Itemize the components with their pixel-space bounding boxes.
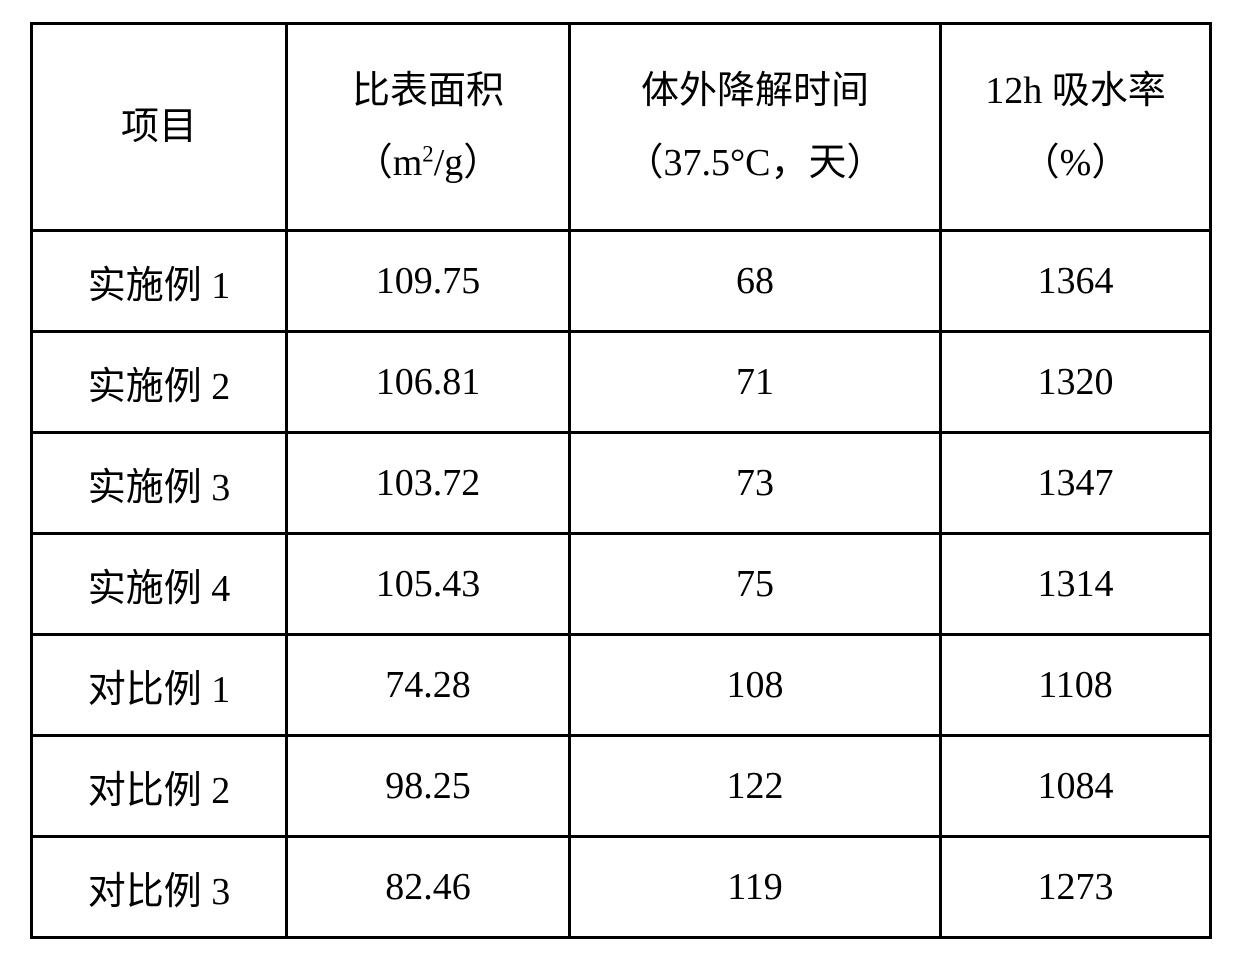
page: 项目 比表面积（m2/g） 体外降解时间（37.5°C，天） 12h 吸水率（%… (0, 0, 1239, 966)
cell-degradation-days: 75 (570, 534, 941, 635)
cell-surface-area: 82.46 (287, 837, 570, 938)
table-header-row: 项目 比表面积（m2/g） 体外降解时间（37.5°C，天） 12h 吸水率（%… (32, 24, 1211, 231)
cell-surface-area: 109.75 (287, 231, 570, 332)
col-header-surface-area: 比表面积（m2/g） (287, 24, 570, 231)
table-row: 实施例 2 106.81 71 1320 (32, 332, 1211, 433)
table-row: 实施例 1 109.75 68 1364 (32, 231, 1211, 332)
col-header-water-absorption: 12h 吸水率（%） (941, 24, 1211, 231)
cell-surface-area: 106.81 (287, 332, 570, 433)
cell-surface-area: 103.72 (287, 433, 570, 534)
table-row: 对比例 3 82.46 119 1273 (32, 837, 1211, 938)
cell-item-label: 实施例 4 (32, 534, 287, 635)
cell-item-label: 对比例 2 (32, 736, 287, 837)
cell-item-label: 实施例 2 (32, 332, 287, 433)
col-header-item: 项目 (32, 24, 287, 231)
table-row: 对比例 1 74.28 108 1108 (32, 635, 1211, 736)
cell-water-absorption: 1314 (941, 534, 1211, 635)
cell-degradation-days: 71 (570, 332, 941, 433)
table-row: 对比例 2 98.25 122 1084 (32, 736, 1211, 837)
cell-item-label: 对比例 1 (32, 635, 287, 736)
data-table: 项目 比表面积（m2/g） 体外降解时间（37.5°C，天） 12h 吸水率（%… (30, 22, 1212, 939)
cell-item-label: 对比例 3 (32, 837, 287, 938)
cell-surface-area: 74.28 (287, 635, 570, 736)
cell-degradation-days: 119 (570, 837, 941, 938)
cell-water-absorption: 1347 (941, 433, 1211, 534)
cell-water-absorption: 1084 (941, 736, 1211, 837)
cell-water-absorption: 1364 (941, 231, 1211, 332)
cell-surface-area: 105.43 (287, 534, 570, 635)
cell-degradation-days: 68 (570, 231, 941, 332)
cell-degradation-days: 73 (570, 433, 941, 534)
cell-item-label: 实施例 3 (32, 433, 287, 534)
cell-degradation-days: 122 (570, 736, 941, 837)
cell-surface-area: 98.25 (287, 736, 570, 837)
table-row: 实施例 4 105.43 75 1314 (32, 534, 1211, 635)
cell-item-label: 实施例 1 (32, 231, 287, 332)
table-row: 实施例 3 103.72 73 1347 (32, 433, 1211, 534)
cell-degradation-days: 108 (570, 635, 941, 736)
cell-water-absorption: 1273 (941, 837, 1211, 938)
col-header-degradation: 体外降解时间（37.5°C，天） (570, 24, 941, 231)
cell-water-absorption: 1108 (941, 635, 1211, 736)
cell-water-absorption: 1320 (941, 332, 1211, 433)
